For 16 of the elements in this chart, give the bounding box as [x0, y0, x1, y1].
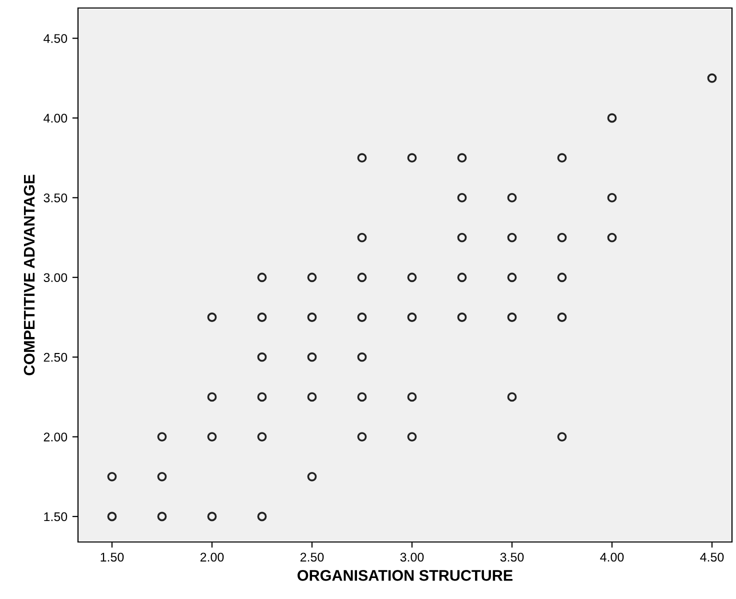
y-tick-label: 3.00	[44, 273, 68, 282]
x-tick-label: 2.00	[200, 552, 224, 562]
x-tick-label: 1.50	[100, 552, 124, 562]
y-tick-label: 2.00	[44, 432, 68, 442]
y-axis-title: COMPETITIVE ADVANTAGE	[24, 174, 35, 376]
x-tick-label: 3.50	[500, 552, 524, 562]
x-tick-label: 3.00	[400, 552, 424, 562]
x-axis-title: ORGANISATION STRUCTURE	[298, 570, 512, 581]
y-tick-label: 1.50	[44, 512, 68, 522]
x-tick-label: 4.00	[600, 552, 624, 562]
y-tick-label: 2.50	[44, 352, 68, 362]
y-tick-label: 4.00	[44, 114, 68, 123]
y-tick-label: 4.50	[44, 34, 68, 43]
x-tick-label: 2.50	[300, 552, 324, 562]
x-tick-label: 4.50	[700, 552, 724, 562]
y-tick-label: 3.50	[44, 193, 68, 202]
